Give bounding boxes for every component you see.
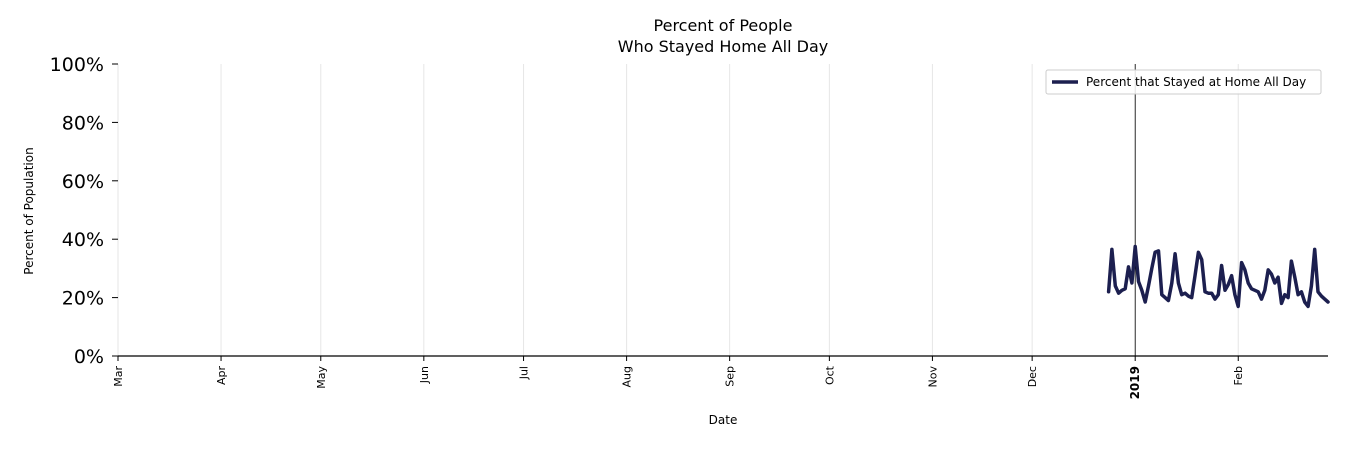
- y-tick-label-1: 20%: [62, 288, 104, 310]
- x-tick-label-11: Feb: [1232, 366, 1245, 385]
- x-tick-label-1: Apr: [215, 366, 228, 386]
- vertical-gridlines: [117, 64, 1239, 356]
- y-tick-label-4: 80%: [62, 112, 104, 134]
- y-tick-label-0: 0%: [74, 346, 104, 368]
- x-tick-label-5: Aug: [621, 366, 634, 387]
- legend: Percent that Stayed at Home All Day: [1045, 69, 1322, 95]
- y-tick-label-2: 40%: [62, 229, 104, 251]
- x-axis-label: Date: [709, 413, 738, 427]
- chart-title-line1: Percent of People: [654, 16, 793, 35]
- x-tick-label-3: Jun: [418, 366, 431, 384]
- series-group: [1106, 244, 1330, 309]
- y-tick-label-3: 60%: [62, 171, 104, 193]
- x-tick-label-6: Sep: [724, 366, 737, 387]
- y-axis: 0% 20% 40% 60% 80% 100%: [50, 54, 118, 368]
- x-axis: Mar Apr May Jun Jul Aug Sep Oct Nov Dec 2019 Feb: [112, 355, 1328, 399]
- x-tick-label-4: Jul: [518, 366, 531, 380]
- chart-title-line2: Who Stayed Home All Day: [618, 37, 828, 56]
- x-tick-label-0: Mar: [112, 366, 125, 387]
- legend-label: Percent that Stayed at Home All Day: [1086, 75, 1306, 89]
- y-axis-label: Percent of Population: [22, 147, 36, 274]
- y-tick-label-5: 100%: [50, 54, 104, 76]
- legend-box: [1045, 69, 1322, 95]
- x-tick-label-7: Oct: [823, 365, 836, 385]
- series-line-0: [1106, 244, 1330, 309]
- x-tick-label-9: Dec: [1026, 366, 1039, 387]
- x-tick-label-10: 2019: [1128, 366, 1142, 399]
- x-tick-label-2: May: [315, 366, 328, 389]
- x-tick-label-8: Nov: [926, 366, 939, 388]
